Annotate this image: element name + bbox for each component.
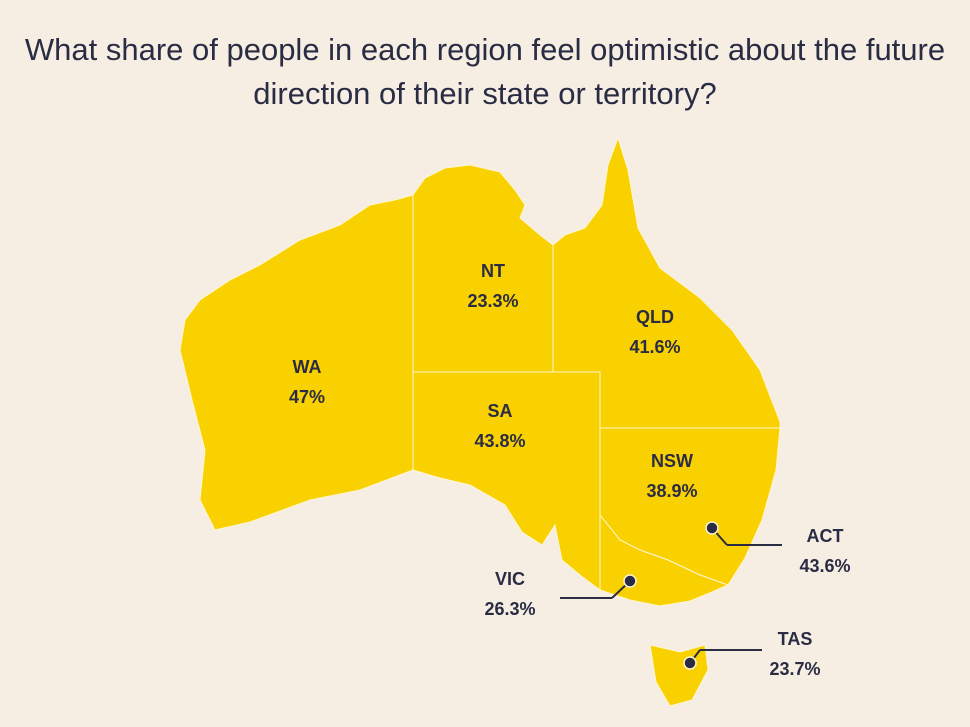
- region-shape: [649, 644, 709, 707]
- region-value: 26.3%: [484, 599, 535, 619]
- region-name: WA: [293, 357, 322, 377]
- region-shape: [179, 194, 414, 531]
- region-name: NT: [481, 261, 505, 281]
- region-value: 41.6%: [629, 337, 680, 357]
- region-dot: [623, 574, 637, 588]
- region-value: 43.8%: [474, 431, 525, 451]
- region-name: VIC: [495, 569, 525, 589]
- region-name: SA: [487, 401, 512, 421]
- region-value: 23.7%: [769, 659, 820, 679]
- region-name: ACT: [807, 526, 844, 546]
- region-name: QLD: [636, 307, 674, 327]
- region-value: 43.6%: [799, 556, 850, 576]
- region-name: TAS: [778, 629, 813, 649]
- region-dot: [705, 521, 719, 535]
- region-value: 47%: [289, 387, 325, 407]
- region-value: 23.3%: [467, 291, 518, 311]
- chart-title: What share of people in each region feel…: [24, 32, 946, 111]
- region-dot: [683, 656, 697, 670]
- region-shape: [552, 136, 781, 429]
- region-name: NSW: [651, 451, 693, 471]
- title-box: What share of people in each region feel…: [0, 28, 970, 116]
- region-value: 38.9%: [646, 481, 697, 501]
